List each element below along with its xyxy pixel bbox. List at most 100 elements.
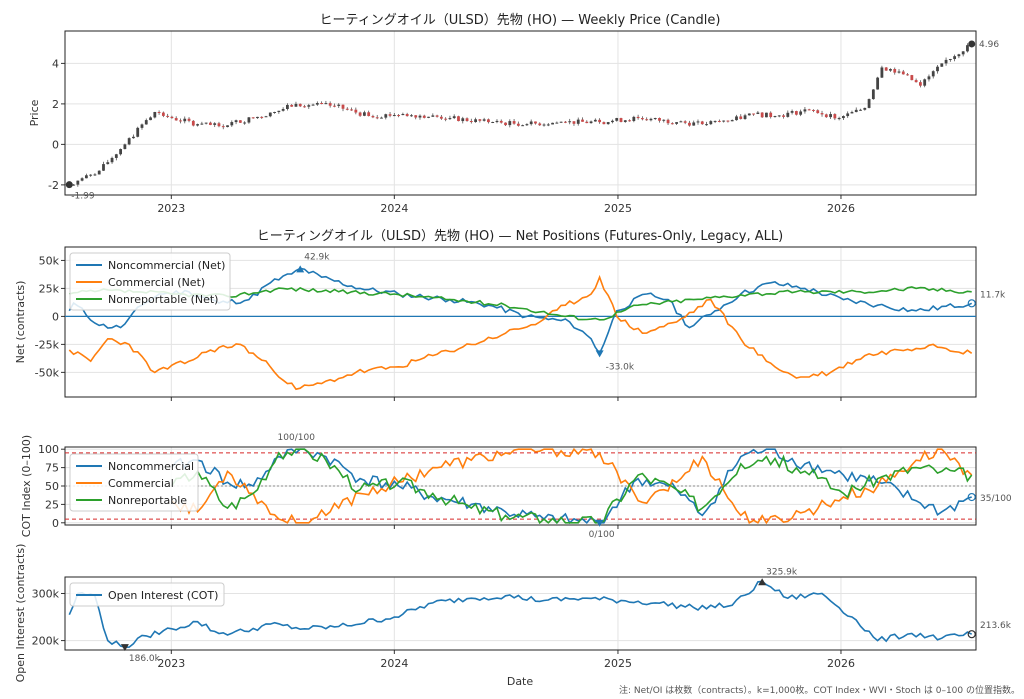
candle-body [598,119,602,123]
candle-body [341,104,345,109]
candle-body [658,118,661,121]
candle-body [645,119,649,121]
last-net-marker [967,299,976,308]
candle-body [931,71,935,77]
y-tick-label: 50k [39,254,60,267]
candle-body [127,138,131,145]
candle-body [803,109,807,112]
candle-body [666,119,670,124]
candle-body [846,113,850,117]
x-tick-label: 2024 [380,202,408,215]
candle-body [850,112,854,114]
candle-body [927,76,931,80]
candle-body [307,105,311,107]
candle-body [320,102,324,104]
candle-body [161,112,165,116]
candle-body [350,109,353,111]
candle-body [679,121,683,123]
min-oi-label: 186.0k [129,654,161,664]
candle-body [812,109,815,111]
candle-body [204,122,208,124]
last-cot-label: 35/100 [980,494,1012,504]
candle-body [97,170,101,175]
candle-body [551,122,554,125]
candle-body [354,109,358,113]
candle-body [602,122,606,125]
candle-body [538,123,542,126]
candle-body [256,116,259,119]
candle-body [333,105,336,107]
candle-body [581,119,584,122]
candle-body [422,115,426,118]
y-tick-label: 2 [52,98,59,111]
candle-body [478,119,482,121]
candle-body [884,67,888,71]
y-tick-label: 0 [52,310,59,323]
legend-box [69,453,199,512]
footnote: 注: Net/OI は枚数（contracts）。k=1,000枚。COT In… [619,684,1020,696]
candle-body [72,184,75,186]
legend-label: Commercial [108,477,174,490]
net-chart-title: ヒーティングオイル（ULSD）先物 (HO) — Net Positions (… [257,229,783,244]
x-tick-label: 2023 [157,202,185,215]
y-tick-label: -25k [35,338,60,351]
candle-body [157,111,161,113]
candle-body [623,120,627,122]
candle-body [876,77,880,90]
panel-frame [64,30,977,196]
y-tick-label: -50k [35,366,60,379]
legend-label: Noncommercial (Net) [108,259,225,272]
candle-body [144,120,148,125]
candle-body [439,116,443,119]
last-price-label: 4.96 [979,40,999,50]
candle-body [619,118,623,122]
last-oi-marker [967,630,976,639]
candle-body [705,124,708,126]
candle-body [273,111,276,113]
candle-body [765,112,768,118]
candle-body [427,116,430,118]
y-tick-label: 75 [45,462,59,475]
candle-body [743,115,747,119]
candle-body [80,178,84,181]
candle-body [824,114,828,118]
candle-body [859,109,862,111]
candle-body [675,122,679,124]
candle-body [735,116,738,121]
candle-body [542,124,546,126]
candle-body [217,123,221,127]
candle-body [384,114,388,118]
candle-body [328,103,332,106]
x-tick-label: 2026 [827,202,855,215]
candle-body [367,112,371,117]
y-tick-label: 25k [39,282,60,295]
candle-body [593,119,597,122]
candle-body [837,118,841,120]
candle-body [410,115,413,117]
candle-body [747,113,751,116]
candle-body [102,164,105,171]
y-tick-label: -2 [48,179,59,192]
candle-body [504,122,507,126]
candle-body [174,118,178,121]
candle-body [247,117,251,123]
candle-body [149,117,152,121]
candle-body [871,89,875,100]
candle-body [777,115,781,117]
candle-body [196,124,199,126]
candle-body [534,121,537,124]
candle-body [529,121,533,125]
legend-box [69,582,225,607]
candle-body [448,118,452,120]
candle-body [508,121,512,126]
candle-body [606,122,610,125]
legend-label: Commercial (Net) [108,276,205,289]
candle-body [132,136,135,139]
candle-body [961,51,965,55]
candle-body [311,104,315,106]
candle-body [512,121,516,124]
candle-body [752,113,755,115]
candle-body [833,114,837,119]
candle-body [362,112,366,116]
candle-body [474,119,477,123]
